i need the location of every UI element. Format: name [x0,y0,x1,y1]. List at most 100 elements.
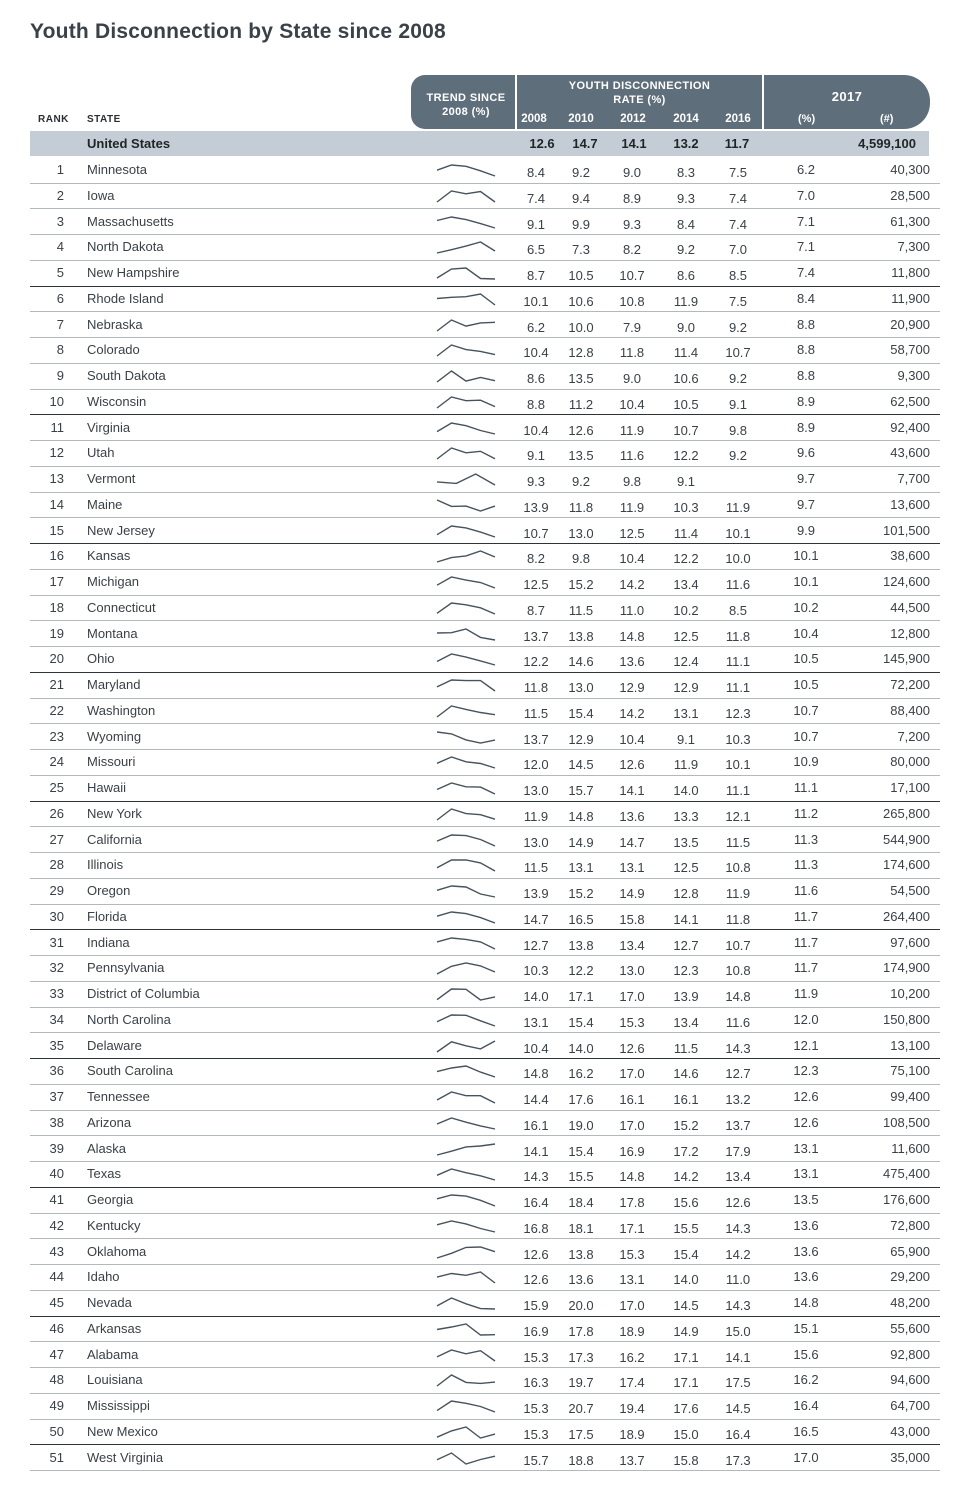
trend-sparkline [436,524,496,538]
rate-cell-2008: 15.3 [523,1426,549,1442]
rate-cell-2008: 13.9 [523,499,549,515]
rate-cell-2010: 10.6 [568,293,594,309]
pct-2017-cell: 12.6 [793,1114,819,1130]
trend-header-line1: TREND SINCE [426,92,506,104]
us-state: United States [87,136,171,151]
rate-cell-2010: 12.8 [568,345,594,361]
trend-line [436,807,496,821]
rate-cell-2012: 8.9 [622,190,642,206]
trend-sparkline [436,782,496,795]
state-cell: Montana [87,625,138,641]
rank-cell: 11 [50,419,65,435]
trend-line [436,1451,496,1465]
table-row: 11 Virginia 10.4 12.6 11.9 10.7 9.8 8.9 92,400 [30,415,940,442]
rate-cell-2010: 17.8 [568,1323,594,1339]
num-2017-cell: 28,500 [890,187,930,203]
num-2017-cell: 176,600 [883,1192,930,1207]
pct-2017-cell: 13.6 [793,1243,819,1259]
rate-cell-2012: 13.6 [619,654,645,670]
rank-cell: 24 [49,754,64,770]
rank-cell: 27 [49,831,64,847]
pct-2017-cell: 15.1 [793,1320,819,1336]
num-2017-cell: 99,400 [890,1089,930,1104]
us-total-row: United States 12.6 14.7 14.1 13.2 11.7 4… [30,131,929,156]
trend-sparkline [436,1425,496,1439]
rate-cell-2014: 11.5 [673,1040,699,1056]
rate-cell-2014: 10.3 [673,499,699,515]
trend-line [436,1117,496,1130]
trend-header: TREND SINCE 2008 (%) [411,91,521,119]
state-cell: Illinois [87,857,124,873]
table-row: 8 Colorado 10.4 12.8 11.8 11.4 10.7 8.8 58,700 [30,337,940,364]
num-2017-cell: 11,600 [891,1140,930,1156]
state-cell: South Carolina [87,1063,173,1079]
rate-cell-2016: 10.8 [725,860,751,876]
rate-cell-2010: 18.1 [568,1220,594,1236]
rate-cell-2012: 9.3 [622,216,642,232]
rate-cell-2010: 14.8 [568,808,594,824]
us-rate-2008: 12.6 [529,136,555,151]
pct-2017-cell: 8.4 [796,290,816,306]
pct-2017-cell: 14.8 [793,1295,819,1310]
num-2017-cell: 62,500 [890,393,930,409]
rate-cell-2012: 17.8 [619,1195,645,1210]
rate-cell-2008: 12.6 [523,1246,549,1262]
rate-cell-2010: 10.0 [568,319,594,335]
rate-cell-2008: 13.9 [523,886,549,901]
num-2017-cell: 72,200 [890,677,930,692]
trend-sparkline [436,679,496,692]
num-2017-cell: 48,200 [890,1295,930,1310]
state-cell: Arizona [87,1114,132,1130]
trend-line [436,1065,496,1078]
trend-sparkline [436,756,496,769]
rate-cell-2012: 13.6 [619,808,645,824]
trend-sparkline [436,653,496,666]
rank-cell: 31 [49,934,64,950]
rate-cell-2012: 13.1 [619,860,645,876]
trend-sparkline [436,730,496,744]
rate-cell-2016: 11.0 [725,1272,751,1288]
trend-line [436,421,496,435]
rate-cell-2008: 8.8 [526,396,546,412]
rate-cell-2010: 16.2 [568,1066,594,1082]
pct-2017-cell: 8.9 [796,419,816,435]
trend-sparkline [436,833,496,847]
pct-2017-cell: 10.5 [793,677,819,692]
table-row: 19 Montana 13.7 13.8 14.8 12.5 11.8 10.4 12,800 [30,621,940,648]
trend-line [436,395,496,409]
rate-cell-2014: 14.6 [673,1066,699,1082]
rate-cell-2012: 11.0 [619,602,645,618]
rank-cell: 33 [49,986,64,1001]
rank-cell: 4 [56,239,64,255]
rank-cell: 49 [49,1398,64,1413]
rate-cell-2016: 9.2 [728,319,748,335]
rate-cell-2014: 12.2 [673,551,699,567]
rate-cell-2016: 10.7 [725,937,751,953]
rate-cell-2010: 13.1 [568,860,594,876]
rank-cell: 45 [49,1295,64,1310]
rate-cell-2008: 16.4 [523,1195,549,1210]
rate-cell-2016: 12.3 [725,705,751,721]
trend-line [436,293,496,306]
year-2017-header-bg [764,75,930,129]
pct-2017-cell: 13.6 [793,1269,819,1285]
rate-cell-2010: 15.4 [568,1143,594,1159]
year-header-2014: 2014 [673,113,699,125]
trend-line [436,524,496,538]
trend-line [436,756,496,769]
rate-cell-2010: 17.6 [568,1092,594,1107]
rank-cell: 44 [49,1269,64,1285]
rank-cell: 41 [49,1192,64,1207]
rank-cell: 43 [49,1243,64,1259]
trend-line [436,241,496,254]
num-2017-cell: 75,100 [890,1063,930,1079]
table-row: 50 New Mexico 15.3 17.5 18.9 15.0 16.4 16.5 43,0… [30,1419,940,1446]
state-cell: Tennessee [87,1089,150,1104]
pct-2017-cell: 17.0 [793,1449,819,1465]
rate-cell-2014: 15.8 [673,1452,699,1468]
state-cell: Iowa [87,187,115,203]
trend-line [436,576,496,589]
pct-2017-cell: 8.8 [796,316,816,332]
table-row: 5 New Hampshire 8.7 10.5 10.7 8.6 8.5 7.4 11,800 [30,260,940,287]
trend-sparkline [436,164,496,177]
